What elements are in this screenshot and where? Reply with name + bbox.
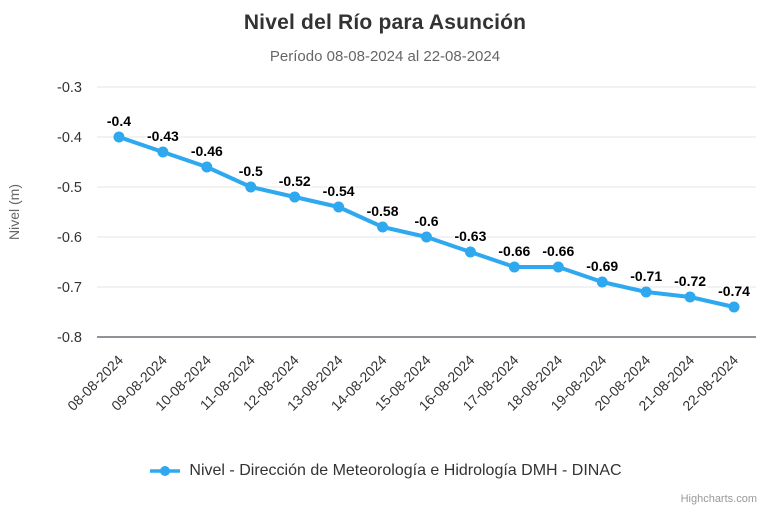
legend-item-nivel[interactable]: Nivel - Dirección de Meteorología e Hidr… <box>148 462 622 480</box>
data-point-label: -0.63 <box>454 228 486 244</box>
data-point-label: -0.72 <box>674 273 706 289</box>
data-point-marker[interactable] <box>684 291 696 303</box>
data-point-label: -0.66 <box>498 243 530 259</box>
data-point-label: -0.69 <box>586 258 618 274</box>
legend-series-marker-icon <box>150 466 181 476</box>
data-point-label: -0.43 <box>147 128 179 144</box>
legend-label: Nivel - Dirección de Meteorología e Hidr… <box>189 462 622 479</box>
data-point-marker[interactable] <box>289 191 301 203</box>
data-point-label: -0.5 <box>239 163 263 179</box>
data-point-label: -0.4 <box>107 113 131 129</box>
legend: Nivel - Dirección de Meteorología e Hidr… <box>0 462 770 480</box>
data-point-label: -0.71 <box>630 268 662 284</box>
data-point-marker[interactable] <box>245 181 257 193</box>
data-point-label: -0.52 <box>279 173 311 189</box>
data-point-label: -0.74 <box>718 283 750 299</box>
chart-title: Nivel del Río para Asunción <box>243 11 527 34</box>
y-axis-tick-label: -0.7 <box>57 280 82 296</box>
y-axis-title: Nivel (m) <box>6 184 22 240</box>
data-point-label: -0.66 <box>542 243 574 259</box>
y-axis-tick-label: -0.8 <box>57 330 82 346</box>
data-point-marker[interactable] <box>201 161 213 173</box>
data-point-label: -0.54 <box>323 183 355 199</box>
data-point-marker[interactable] <box>728 301 740 313</box>
highcharts-credit[interactable]: Highcharts.com <box>680 493 757 505</box>
data-point-marker[interactable] <box>552 261 564 273</box>
y-axis-tick-label: -0.4 <box>57 130 82 146</box>
data-point-marker[interactable] <box>333 201 345 213</box>
data-point-marker[interactable] <box>464 246 476 258</box>
data-point-marker[interactable] <box>157 146 169 158</box>
data-point-label: -0.46 <box>191 143 223 159</box>
data-point-marker[interactable] <box>421 231 432 243</box>
data-point-label: -0.6 <box>414 213 438 229</box>
data-point-marker[interactable] <box>508 261 520 273</box>
data-point-marker[interactable] <box>377 221 389 233</box>
y-axis-tick-label: -0.3 <box>57 80 82 96</box>
y-axis-tick-label: -0.6 <box>57 230 82 246</box>
y-axis-tick-label: -0.5 <box>57 180 82 196</box>
data-point-marker[interactable] <box>113 131 125 143</box>
data-point-marker[interactable] <box>596 276 608 288</box>
chart-subtitle: Período 08-08-2024 al 22-08-2024 <box>269 48 501 65</box>
data-point-marker[interactable] <box>640 286 652 298</box>
data-point-label: -0.58 <box>367 203 399 219</box>
legend-dot-icon <box>160 466 171 476</box>
